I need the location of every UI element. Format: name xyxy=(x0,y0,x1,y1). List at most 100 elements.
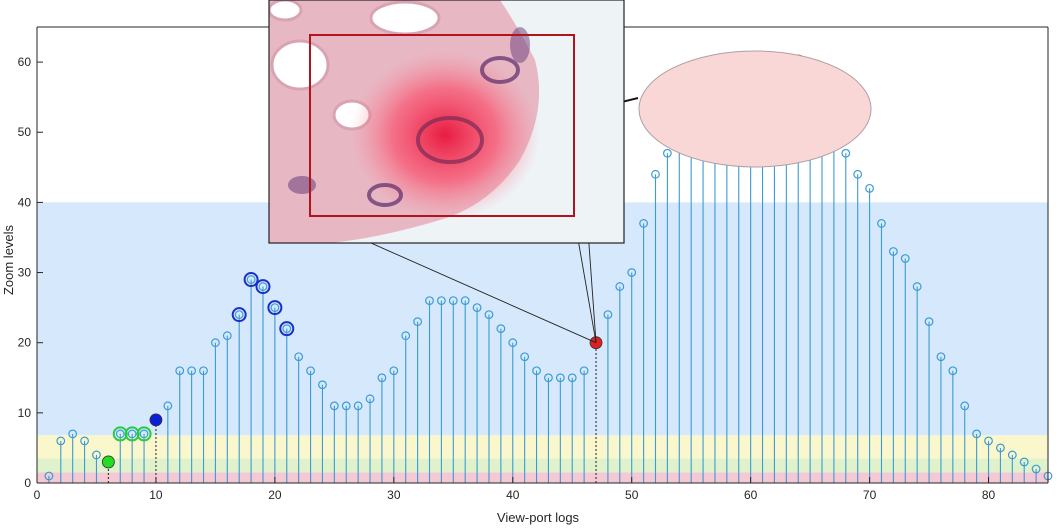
labels: View-port logs Zoom levels xyxy=(1,224,580,525)
data-point xyxy=(960,401,970,411)
data-point xyxy=(258,282,268,291)
zoom-bands xyxy=(37,202,1048,483)
x-tick-label: 40 xyxy=(506,488,520,502)
highlight-ring xyxy=(124,426,140,442)
data-point xyxy=(627,268,637,277)
y-tick-label: 60 xyxy=(18,55,32,69)
tissue-gland xyxy=(510,27,530,63)
data-point xyxy=(56,436,66,446)
data-point xyxy=(888,247,898,256)
data-point xyxy=(127,429,137,439)
data-point xyxy=(425,296,434,306)
data-point xyxy=(437,296,446,306)
data-point xyxy=(865,183,874,193)
y-tick-label: 40 xyxy=(18,195,32,209)
y-tick-label: 0 xyxy=(24,476,31,490)
data-point xyxy=(222,331,232,341)
data-point xyxy=(80,436,89,446)
data-point xyxy=(1031,464,1041,474)
x-tick-label: 70 xyxy=(863,488,877,502)
data-point xyxy=(912,282,922,291)
y-tick-label: 10 xyxy=(18,406,32,420)
data-point xyxy=(1007,450,1017,460)
x-tick-label: 0 xyxy=(34,488,41,502)
data-point xyxy=(234,310,244,320)
x-tick-label: 60 xyxy=(744,488,758,502)
data-point xyxy=(948,366,958,376)
data-point xyxy=(377,373,387,383)
data-point xyxy=(853,169,863,179)
stems xyxy=(48,62,1049,483)
data-point xyxy=(662,148,672,158)
heat-overlay xyxy=(350,50,540,220)
tissue-fat-cell xyxy=(270,39,330,91)
data-point xyxy=(68,429,78,439)
data-point xyxy=(211,338,220,348)
y-tick-label: 20 xyxy=(18,336,32,350)
y-axis-title: Zoom levels xyxy=(1,224,16,295)
highlight-point xyxy=(149,413,163,427)
data-point xyxy=(508,338,518,348)
data-point xyxy=(282,324,292,334)
data-point xyxy=(639,219,648,228)
data-point xyxy=(115,429,125,439)
data-point xyxy=(294,352,304,362)
x-tick-label: 80 xyxy=(982,488,996,502)
data-point xyxy=(413,317,423,327)
zoom-band xyxy=(37,458,1048,473)
data-point xyxy=(972,429,982,439)
data-point xyxy=(579,366,589,376)
data-point xyxy=(460,296,470,306)
data-point xyxy=(615,282,625,291)
highlight-ring xyxy=(255,279,271,295)
data-point xyxy=(341,401,351,411)
data-point xyxy=(329,401,339,411)
data-point xyxy=(996,443,1005,453)
data-point xyxy=(401,331,411,341)
data-point xyxy=(44,471,54,481)
x-tick-label: 10 xyxy=(149,488,163,502)
highlight-ring xyxy=(136,426,152,442)
data-point xyxy=(651,169,660,179)
data-point xyxy=(567,373,577,383)
data-point xyxy=(555,373,565,383)
inset-viewport-box xyxy=(309,34,575,217)
data-point xyxy=(199,366,208,376)
tissue-gland xyxy=(367,183,403,207)
data-point xyxy=(900,254,910,263)
data-point xyxy=(92,450,101,460)
inset-frame xyxy=(268,0,625,244)
data-point xyxy=(365,394,375,404)
data-point xyxy=(472,303,482,313)
data-point xyxy=(532,366,541,376)
tissue-fat-cell xyxy=(369,0,441,36)
y-tick-label: 50 xyxy=(18,125,32,139)
x-tick-label: 50 xyxy=(625,488,639,502)
data-point xyxy=(877,219,886,228)
data-point xyxy=(139,429,149,439)
highlight-ring xyxy=(231,307,247,323)
data-point xyxy=(163,401,173,411)
data-point xyxy=(448,296,458,306)
tissue-inset xyxy=(268,0,625,244)
data-point xyxy=(984,436,993,446)
data-point xyxy=(496,324,506,334)
data-point xyxy=(544,373,553,383)
data-point xyxy=(1019,457,1029,467)
data-point xyxy=(353,401,363,411)
highlight-ring xyxy=(267,300,283,316)
zoom-cluster-ellipse xyxy=(638,50,872,168)
data-point xyxy=(603,310,613,320)
data-point xyxy=(306,366,315,376)
data-point xyxy=(246,275,256,284)
x-tick-label: 20 xyxy=(268,488,282,502)
data-point xyxy=(389,366,399,376)
zoom-band xyxy=(37,472,1048,483)
zoom-band xyxy=(37,435,1048,459)
tissue-fat-cell xyxy=(269,0,303,22)
tissue-gland xyxy=(288,176,316,194)
data-point xyxy=(270,303,280,313)
y-tick-label: 30 xyxy=(18,266,32,280)
highlight-point xyxy=(101,455,115,469)
